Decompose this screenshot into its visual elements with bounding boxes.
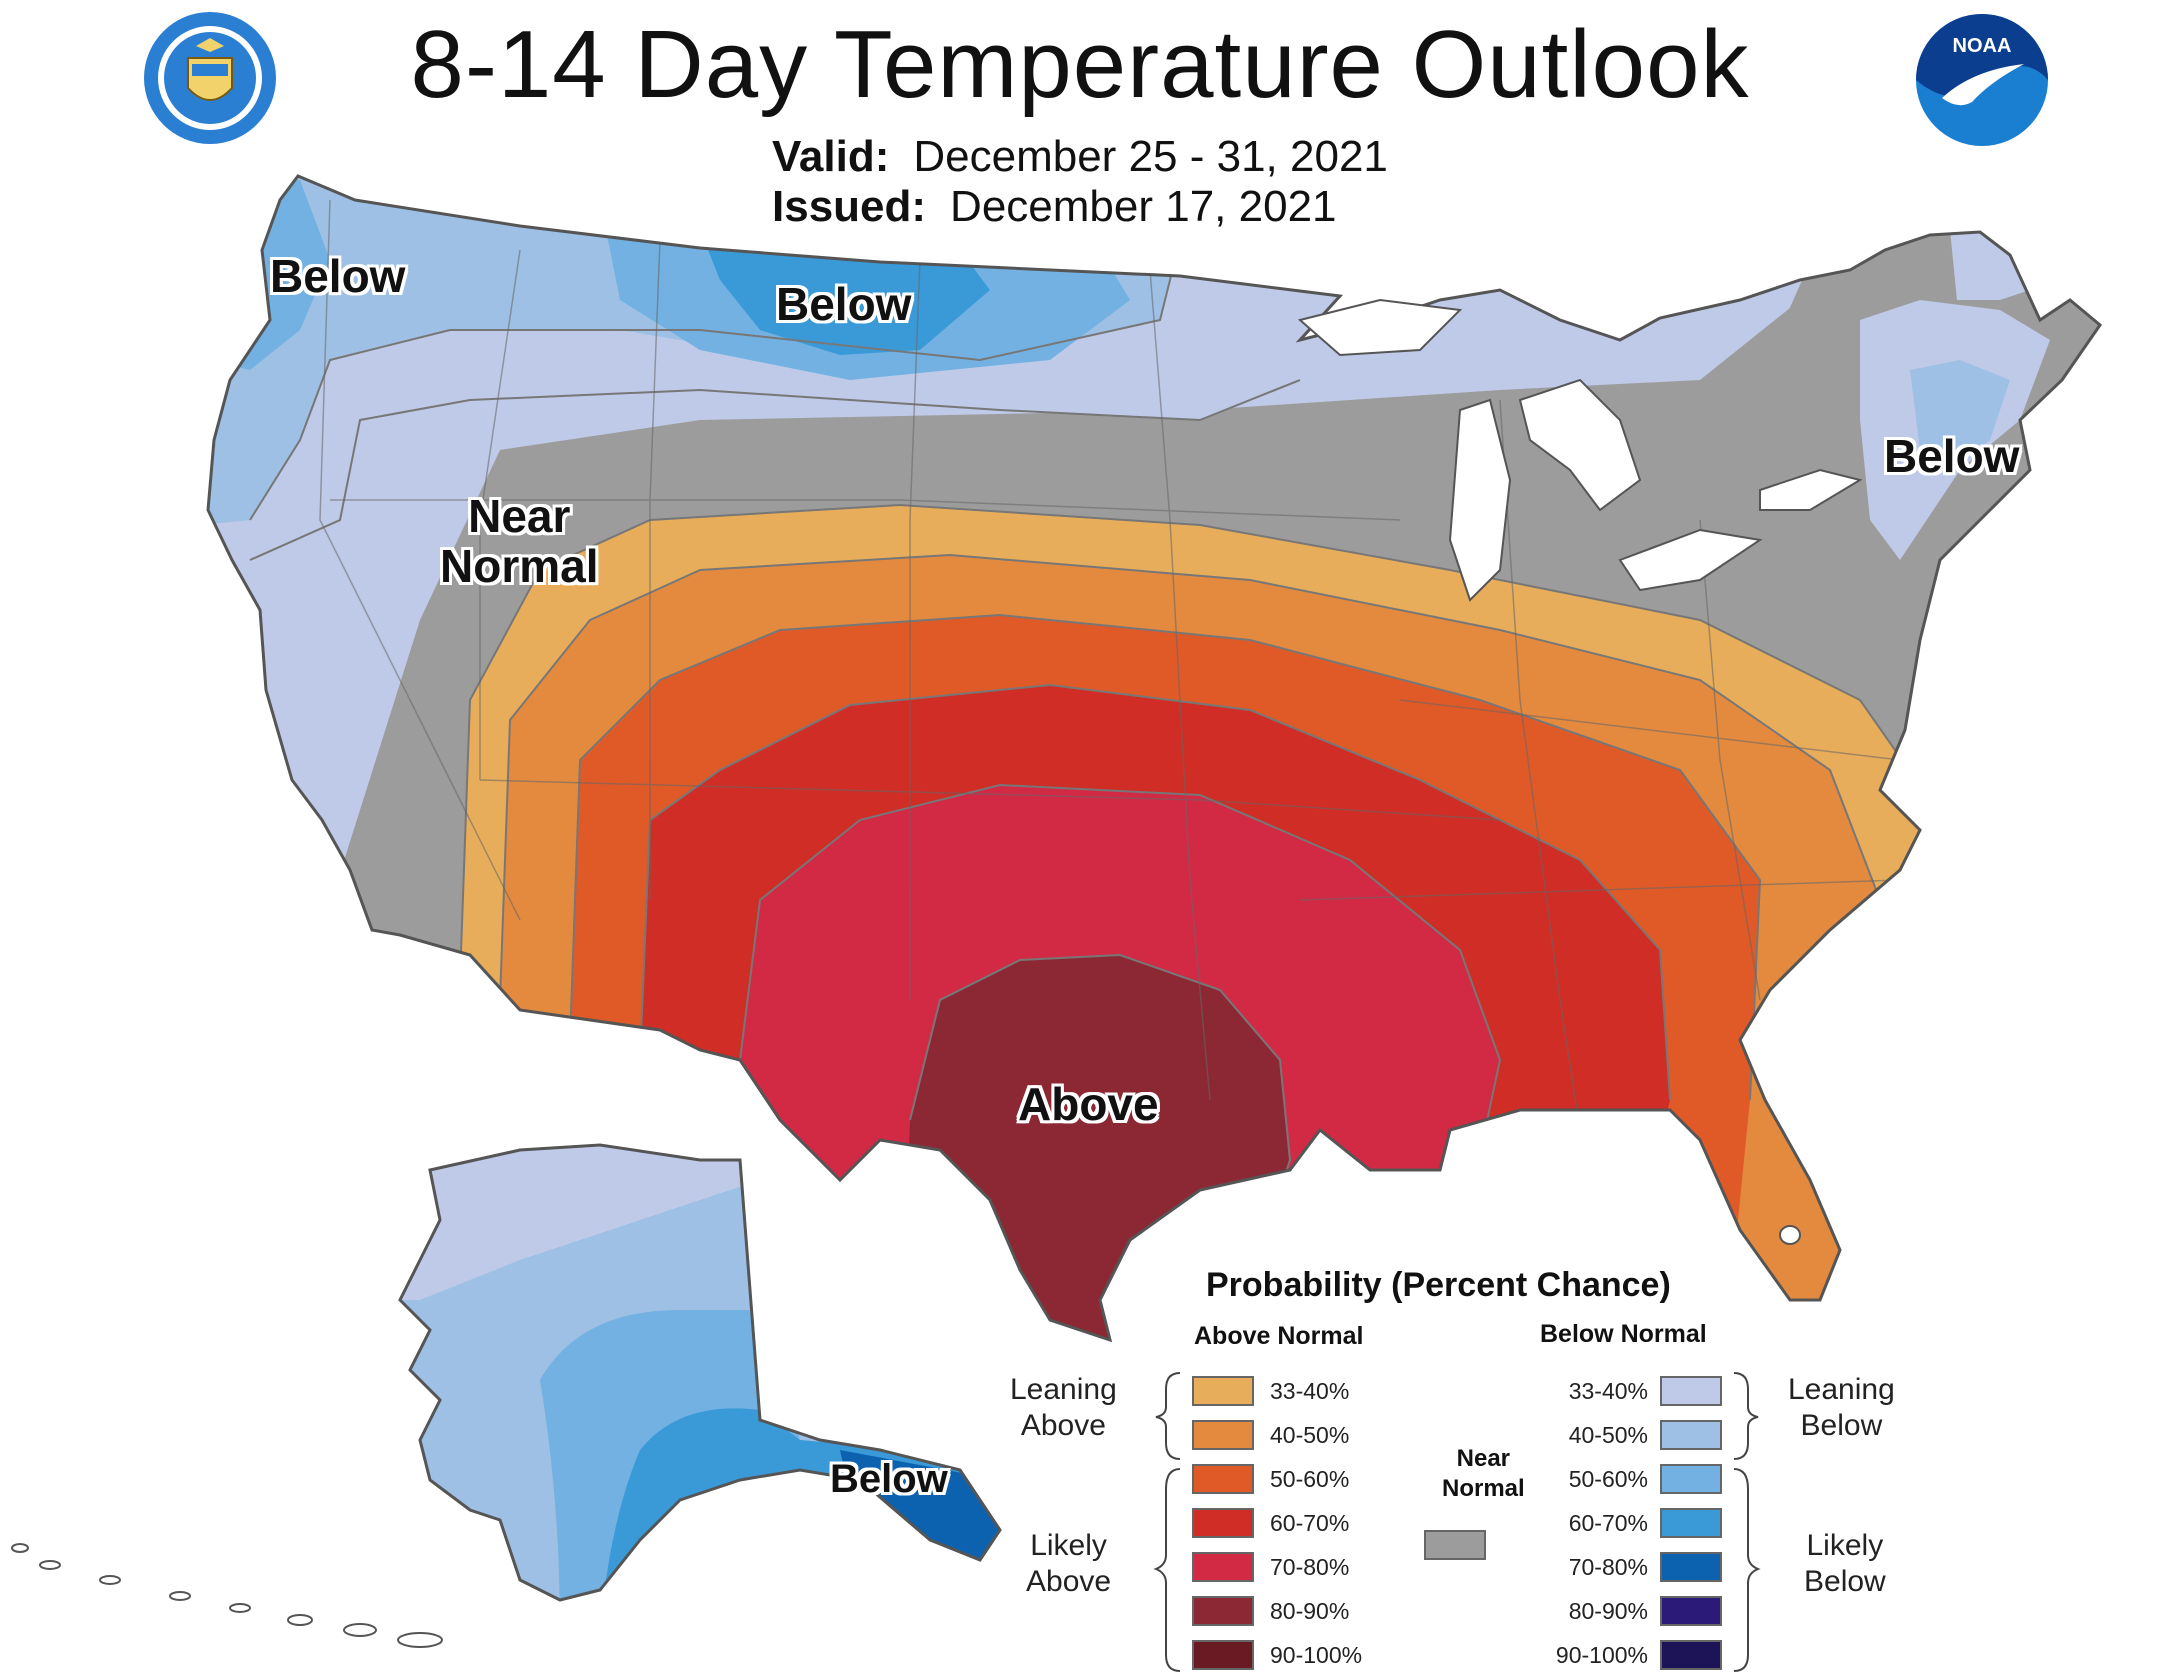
legend-braces [1153, 1372, 1761, 1672]
issued-date: Issued: December 17, 2021 [772, 182, 1337, 232]
label-texas: Above [1018, 1078, 1159, 1130]
near-normal-line1: Near [1456, 1445, 1511, 1472]
legend-title: Probability (Percent Chance) [1206, 1266, 1671, 1304]
above-label-2: 50-60% [1270, 1466, 1350, 1492]
below-swatch-0 [1660, 1376, 1722, 1406]
legend-above-header: Above Normal [1194, 1322, 1364, 1350]
label-pacific-northwest: Below [270, 250, 406, 302]
aleutian-islands [11, 1543, 443, 1648]
above-swatch-2 [1192, 1464, 1254, 1494]
legend-likely-below: Likely Below [1804, 1528, 1886, 1600]
leaning-below-line1: Leaning [1788, 1373, 1895, 1406]
below-label-2: 50-60% [1568, 1466, 1648, 1492]
below-label-4: 70-80% [1568, 1554, 1648, 1580]
below-swatch-2 [1660, 1464, 1722, 1494]
legend-near-normal-swatch [1424, 1530, 1486, 1560]
above-label-3: 60-70% [1270, 1510, 1350, 1536]
label-near-normal-line2: Normal [440, 539, 599, 592]
above-swatch-0 [1192, 1376, 1254, 1406]
above-swatch-1 [1192, 1420, 1254, 1450]
above-label-6: 90-100% [1270, 1642, 1363, 1668]
below-label-6: 90-100% [1555, 1642, 1648, 1668]
likely-below-line1: Likely [1806, 1529, 1884, 1562]
label-new-england: Below [1884, 430, 2020, 482]
below-label-1: 40-50% [1568, 1422, 1648, 1448]
below-swatch-3 [1660, 1508, 1722, 1538]
issued-label: Issued: [772, 182, 927, 231]
above-swatch-4 [1192, 1552, 1254, 1582]
likely-above-line2: Above [1026, 1565, 1112, 1598]
legend-leaning-below: Leaning Below [1788, 1372, 1895, 1444]
valid-dates: Valid: December 25 - 31, 2021 [772, 132, 1388, 182]
above-label-1: 40-50% [1270, 1422, 1350, 1448]
leaning-above-line1: Leaning [1010, 1373, 1117, 1406]
above-swatch-5 [1192, 1596, 1254, 1626]
leaning-above-line2: Above [1020, 1409, 1106, 1442]
likely-above-line1: Likely [1030, 1529, 1107, 1562]
below-swatch-1 [1660, 1420, 1722, 1450]
above-label-5: 80-90% [1270, 1598, 1350, 1624]
below-swatch-4 [1660, 1552, 1722, 1582]
svg-text:NOAA: NOAA [1953, 35, 2012, 57]
above-label-0: 33-40% [1270, 1378, 1350, 1404]
legend-near-normal-label: Near Normal [1442, 1444, 1525, 1504]
legend-below-header: Below Normal [1540, 1320, 1707, 1348]
label-near-normal: Near Normal [440, 490, 599, 592]
label-northern-plains: Below [776, 278, 912, 330]
above-label-4: 70-80% [1270, 1554, 1350, 1580]
valid-label: Valid: [772, 132, 890, 181]
legend-leaning-above: Leaning Above [1010, 1372, 1117, 1444]
commerce-seal-icon [144, 12, 276, 144]
below-label-3: 60-70% [1568, 1510, 1648, 1536]
likely-below-line2: Below [1804, 1565, 1886, 1598]
great-lakes [1297, 298, 1863, 602]
near-normal-line2: Normal [1442, 1475, 1525, 1502]
issued-value: December 17, 2021 [950, 182, 1337, 231]
alaska-probability-fills [400, 1145, 1000, 1600]
noaa-logo-icon: NOAA [1916, 14, 2048, 146]
label-near-normal-line1: Near [468, 490, 571, 542]
page-title: 8-14 Day Temperature Outlook [410, 11, 1750, 118]
below-label-5: 80-90% [1568, 1598, 1648, 1624]
below-swatch-5 [1660, 1596, 1722, 1626]
below-label-0: 33-40% [1568, 1378, 1648, 1404]
label-alaska: Below [830, 1457, 948, 1501]
legend-likely-above: Likely Above [1026, 1528, 1111, 1600]
leaning-below-line2: Below [1800, 1409, 1883, 1442]
below-swatch-6 [1660, 1640, 1722, 1670]
valid-value: December 25 - 31, 2021 [913, 132, 1388, 181]
above-swatch-3 [1192, 1508, 1254, 1538]
